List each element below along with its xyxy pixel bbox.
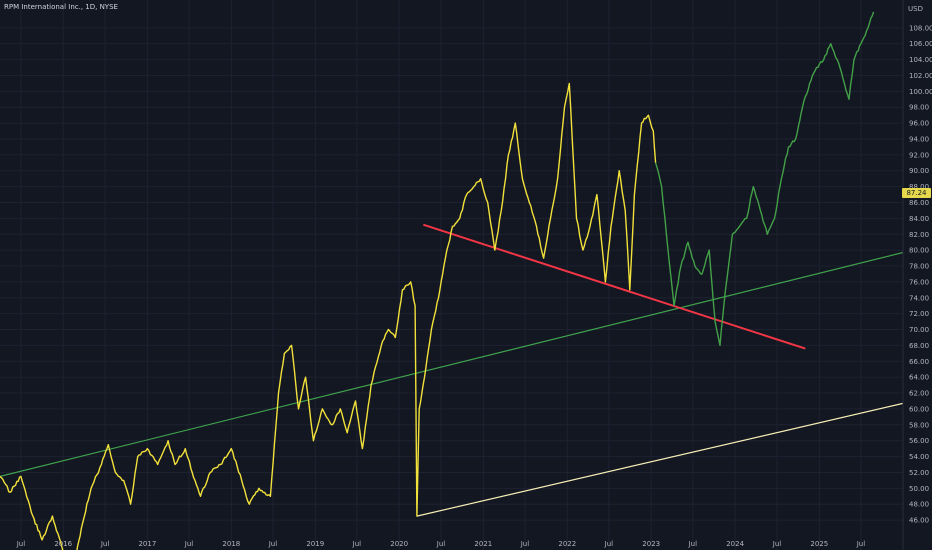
trend-lines bbox=[0, 223, 904, 517]
time-tick-label: 2023 bbox=[642, 540, 660, 548]
price-tick-label: 84.00 bbox=[909, 215, 929, 223]
price-tick-label: 64.00 bbox=[909, 374, 929, 382]
time-tick-label: Jul bbox=[520, 540, 530, 548]
price-tick-label: 96.00 bbox=[909, 120, 929, 128]
price-tick-label: 76.00 bbox=[909, 278, 929, 286]
price-tick-label: 80.00 bbox=[909, 247, 929, 255]
price-line bbox=[0, 82, 657, 550]
time-tick-label: Jul bbox=[268, 540, 278, 548]
time-tick-label: 2022 bbox=[558, 540, 576, 548]
price-tick-label: 90.00 bbox=[909, 167, 929, 175]
price-tick-label: 108.00 bbox=[909, 24, 932, 32]
time-tick-label: 2024 bbox=[726, 540, 744, 548]
price-series bbox=[0, 11, 875, 550]
trend-line[interactable] bbox=[0, 251, 904, 478]
price-tick-label: 68.00 bbox=[909, 342, 929, 350]
time-tick-label: Jul bbox=[856, 540, 866, 548]
price-tick-label: 72.00 bbox=[909, 310, 929, 318]
price-tick-label: 46.00 bbox=[909, 517, 929, 525]
time-tick-label: Jul bbox=[772, 540, 782, 548]
time-tick-label: Jul bbox=[100, 540, 110, 548]
price-tick-label: 86.00 bbox=[909, 199, 929, 207]
price-tick-label: 74.00 bbox=[909, 294, 929, 302]
trend-line[interactable] bbox=[416, 402, 904, 517]
time-tick-label: Jul bbox=[604, 540, 614, 548]
time-tick-label: 2021 bbox=[474, 540, 492, 548]
price-tick-label: 70.00 bbox=[909, 326, 929, 334]
price-tick-label: 82.00 bbox=[909, 231, 929, 239]
price-tick-label: 98.00 bbox=[909, 104, 929, 112]
time-tick-label: 2018 bbox=[222, 540, 240, 548]
trend-line[interactable] bbox=[423, 223, 806, 350]
time-axis[interactable]: Jul 2016 Jul 2017 Jul 2018 Jul 2019 Jul 2020 Jul 20… bbox=[16, 540, 865, 548]
time-tick-label: 2016 bbox=[54, 540, 72, 548]
price-tick-label: 100.00 bbox=[909, 88, 932, 96]
price-tick-label: 88.00 bbox=[909, 183, 929, 191]
price-tick-label: 50.00 bbox=[909, 485, 929, 493]
price-tick-label: 106.00 bbox=[909, 40, 932, 48]
price-tick-label: 78.00 bbox=[909, 263, 929, 271]
price-tick-label: 62.00 bbox=[909, 390, 929, 398]
time-tick-label: Jul bbox=[688, 540, 698, 548]
price-tick-label: 66.00 bbox=[909, 358, 929, 366]
time-tick-label: Jul bbox=[352, 540, 362, 548]
time-tick-label: Jul bbox=[184, 540, 194, 548]
price-tick-label: 60.00 bbox=[909, 405, 929, 413]
price-tick-label: 52.00 bbox=[909, 469, 929, 477]
price-tick-label: 102.00 bbox=[909, 72, 932, 80]
price-tick-label: 48.00 bbox=[909, 501, 929, 509]
symbol-title: RPM International Inc., 1D, NYSE bbox=[4, 3, 118, 11]
currency-label: USD bbox=[908, 5, 923, 13]
price-tick-label: 104.00 bbox=[909, 56, 932, 64]
price-tick-label: 94.00 bbox=[909, 135, 929, 143]
time-tick-label: 2019 bbox=[306, 540, 324, 548]
time-tick-label: 2017 bbox=[138, 540, 156, 548]
last-price-badge: 87.24 bbox=[902, 187, 931, 198]
price-tick-label: 58.00 bbox=[909, 421, 929, 429]
time-tick-label: 2020 bbox=[390, 540, 408, 548]
price-tick-label: 54.00 bbox=[909, 453, 929, 461]
price-tick-label: 92.00 bbox=[909, 151, 929, 159]
price-axis[interactable]: 46.00 48.00 50.00 52.00 54.00 56.00 58.00 60.00… bbox=[909, 24, 932, 524]
time-tick-label: 2025 bbox=[810, 540, 828, 548]
time-tick-label: Jul bbox=[16, 540, 26, 548]
price-line bbox=[654, 11, 875, 347]
time-tick-label: Jul bbox=[436, 540, 446, 548]
price-tick-label: 56.00 bbox=[909, 437, 929, 445]
